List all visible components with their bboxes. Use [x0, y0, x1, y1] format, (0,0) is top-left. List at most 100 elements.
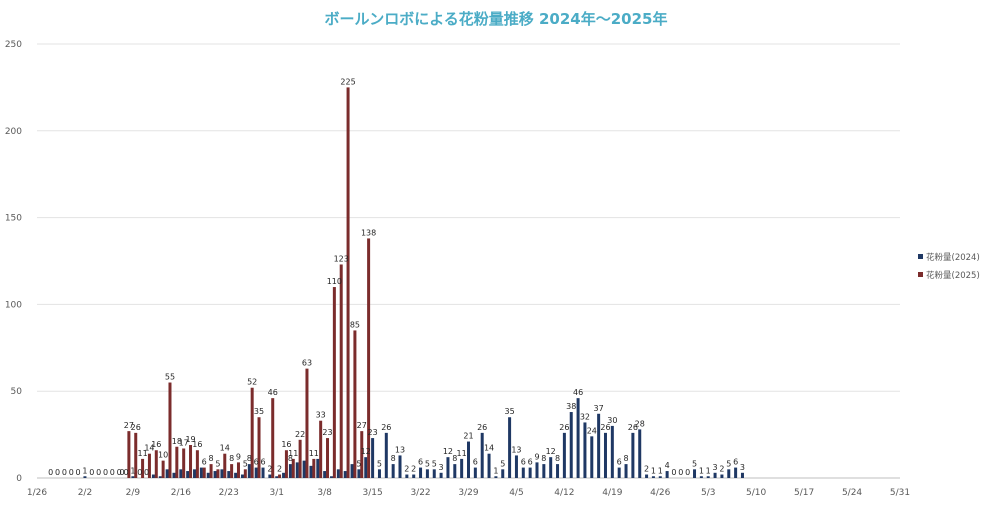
y-tick-label: 200	[5, 127, 22, 137]
data-label: 5	[425, 459, 430, 468]
data-label: 0	[685, 468, 690, 477]
data-label: 0	[144, 468, 149, 477]
bar	[216, 469, 220, 478]
bar	[446, 457, 450, 478]
bars	[83, 87, 744, 479]
data-label: 1	[658, 466, 663, 475]
bar	[234, 472, 238, 478]
bar	[346, 87, 350, 479]
data-label: 8	[209, 454, 214, 463]
data-label: 46	[268, 388, 278, 397]
data-label: 26	[628, 423, 638, 432]
data-label: 27	[357, 421, 367, 430]
bar	[330, 476, 334, 478]
data-label: 6	[260, 458, 265, 467]
bar	[480, 432, 484, 478]
data-label: 12	[546, 447, 556, 456]
x-tick-label: 5/3	[701, 488, 715, 498]
bar	[487, 453, 491, 478]
bar	[371, 438, 375, 478]
bar	[556, 464, 560, 478]
bar	[542, 464, 546, 478]
data-label: 4	[665, 461, 670, 470]
data-label: 18	[172, 437, 182, 446]
data-label: 5	[243, 459, 248, 468]
data-label: 55	[165, 373, 175, 382]
bar	[353, 330, 357, 478]
bar	[243, 469, 247, 478]
data-label: 14	[220, 444, 230, 453]
bar	[665, 471, 669, 478]
data-label: 11	[288, 449, 298, 458]
x-tick-label: 4/19	[602, 488, 622, 498]
x-axis: 1/26 2/2 2/9 2/16 2/23 3/1 3/8 3/15 3/22 3/29 4/5 4…	[27, 488, 910, 498]
data-label: 5	[356, 459, 361, 468]
data-label: 13	[511, 445, 521, 454]
bar	[288, 464, 292, 478]
data-label: 8	[555, 454, 560, 463]
data-label: 5	[377, 459, 382, 468]
data-label: 12	[361, 447, 371, 456]
x-tick-label: 3/15	[363, 488, 383, 498]
data-label: 225	[340, 77, 355, 86]
data-label: 14	[484, 444, 494, 453]
bar	[425, 469, 429, 478]
data-label: 3	[740, 463, 745, 472]
data-label: 5	[726, 459, 731, 468]
bar	[147, 453, 151, 478]
data-label: 110	[327, 277, 342, 286]
bar	[291, 458, 295, 478]
bar	[360, 431, 364, 478]
bar	[453, 464, 457, 478]
data-label: 6	[733, 458, 738, 467]
bar	[521, 467, 525, 478]
bar	[514, 455, 518, 478]
data-label: 8	[541, 454, 546, 463]
bar	[236, 462, 240, 478]
x-tick-label: 4/5	[509, 488, 523, 498]
data-label: 2	[411, 465, 416, 474]
data-label: 6	[202, 458, 207, 467]
bar	[508, 417, 512, 478]
bar	[230, 464, 234, 478]
bar	[127, 431, 131, 478]
bar	[278, 474, 282, 478]
bar	[740, 472, 744, 478]
legend-swatch	[918, 272, 923, 277]
y-tick-label: 0	[16, 474, 22, 484]
data-label: 5	[500, 459, 505, 468]
bar	[377, 469, 381, 478]
data-label: 23	[322, 428, 332, 437]
bar	[206, 472, 210, 478]
bar	[617, 467, 621, 478]
bar	[569, 412, 573, 478]
data-label: 12	[443, 447, 453, 456]
data-label: 19	[185, 435, 195, 444]
data-label: 11	[137, 449, 147, 458]
data-label: 37	[594, 404, 604, 413]
legend-label: 花粉量(2025)	[926, 270, 980, 281]
bar	[158, 476, 162, 478]
bar	[275, 476, 279, 478]
x-tick-label: 5/24	[842, 488, 862, 498]
data-label: 52	[247, 378, 257, 387]
bar	[326, 438, 330, 478]
data-label: 14	[144, 444, 154, 453]
data-label: 6	[254, 458, 259, 467]
bar	[336, 469, 340, 478]
data-label: 0	[55, 468, 60, 477]
y-tick-label: 50	[11, 387, 23, 397]
bar	[364, 457, 368, 478]
data-label: 0	[48, 468, 53, 477]
data-label: 10	[158, 451, 168, 460]
bar	[419, 467, 423, 478]
x-tick-label: 2/2	[78, 488, 92, 498]
data-label: 85	[350, 320, 360, 329]
bar	[562, 432, 566, 478]
bar	[257, 417, 261, 478]
data-label: 33	[316, 411, 326, 420]
data-label: 1	[651, 466, 656, 475]
bar	[240, 474, 244, 478]
data-label: 3	[439, 463, 444, 472]
